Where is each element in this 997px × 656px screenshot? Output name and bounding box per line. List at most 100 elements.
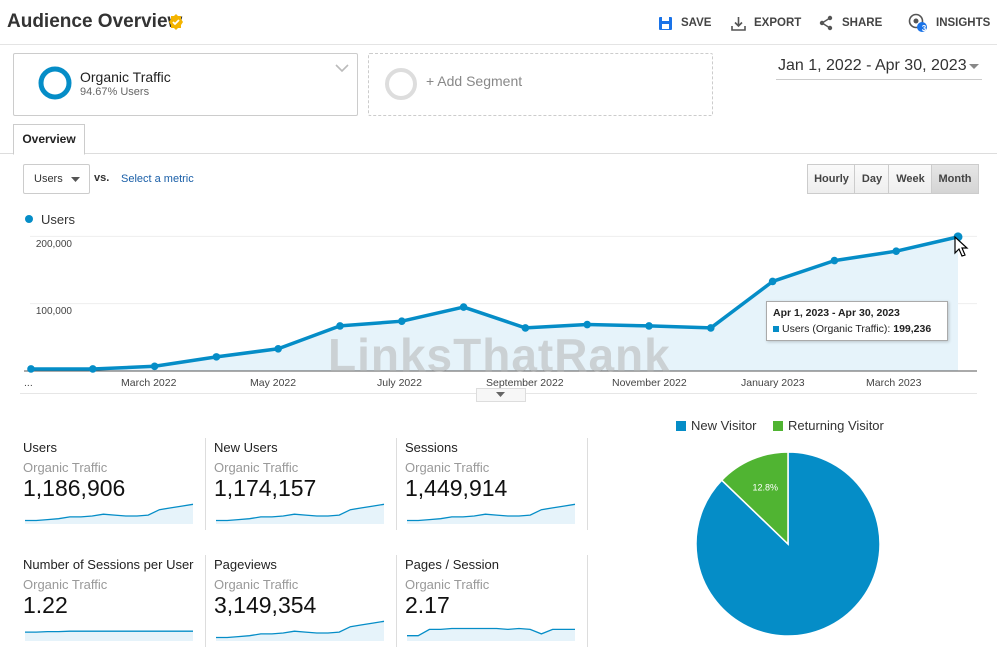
granularity-week-button[interactable]: Week — [888, 164, 933, 194]
verified-badge-icon — [169, 14, 183, 30]
metric-segment: Organic Traffic — [214, 460, 299, 475]
mouse-cursor-icon — [954, 236, 969, 257]
tooltip-value: 199,236 — [893, 323, 932, 335]
tab-overview[interactable]: Overview — [13, 124, 85, 155]
x-tick-label: January 2023 — [741, 377, 805, 389]
users-data-point — [89, 365, 97, 373]
metric-sparkline — [216, 620, 385, 641]
export-icon — [731, 16, 746, 31]
chart-tooltip: Apr 1, 2023 - Apr 30, 2023 Users (Organi… — [766, 301, 948, 341]
date-range-picker[interactable]: Jan 1, 2022 - Apr 30, 2023 — [778, 57, 967, 74]
returning-visitor-percent-label: 12.8% — [753, 483, 779, 493]
visitor-pie-chart[interactable]: 87.2% 12.8% — [690, 446, 886, 642]
metric-label: Pages / Session — [405, 557, 499, 572]
x-tick-label: July 2022 — [377, 377, 422, 389]
tooltip-series-label: Users (Organic Traffic): — [782, 323, 891, 335]
granularity-day-button[interactable]: Day — [854, 164, 890, 194]
metric-segment: Organic Traffic — [214, 577, 299, 592]
users-data-point — [583, 320, 591, 329]
sparkline-line — [407, 627, 575, 637]
metric-sparkline — [216, 503, 385, 524]
insights-label: INSIGHTS — [936, 17, 991, 29]
add-segment-circle-icon — [385, 68, 417, 100]
users-legend-dot — [25, 215, 33, 223]
insights-icon — [908, 13, 927, 32]
metric-value: 1,174,157 — [214, 475, 317, 501]
tab-baseline — [0, 153, 997, 154]
sparkline-line — [407, 503, 576, 522]
new-visitor-legend-label: New Visitor — [691, 418, 757, 433]
share-button[interactable]: SHARE — [818, 14, 882, 32]
returning-visitor-legend-label: Returning Visitor — [788, 418, 884, 433]
segment-card[interactable] — [13, 53, 358, 116]
sparkline-area — [216, 504, 384, 524]
granularity-hourly-button[interactable]: Hourly — [807, 164, 856, 194]
page-title: Audience Overview — [7, 11, 183, 32]
export-label: EXPORT — [754, 17, 802, 29]
x-tick-label: March 2022 — [121, 377, 177, 389]
metric-divider — [205, 555, 206, 647]
metric-label: Number of Sessions per User — [23, 557, 194, 572]
tooltip-series-swatch — [773, 326, 779, 333]
x-tick-label: March 2023 — [866, 377, 922, 389]
users-data-point — [336, 322, 344, 330]
sparkline-area — [407, 628, 575, 641]
users-data-point — [892, 247, 900, 255]
watermark: LinksThatRank — [328, 329, 671, 381]
add-segment-label[interactable]: + Add Segment — [426, 73, 523, 89]
metric-value: 2.17 — [405, 592, 450, 618]
vs-label: vs. — [94, 172, 110, 184]
metric-label: Sessions — [405, 440, 458, 455]
metric-value: 1,186,906 — [23, 475, 126, 501]
chevron-down-icon — [71, 177, 80, 182]
metric-sparkline — [407, 627, 575, 641]
date-dropdown-arrow-icon[interactable] — [968, 63, 980, 71]
granularity-month-button[interactable]: Month — [931, 164, 979, 194]
insights-button[interactable]: INSIGHTS — [908, 13, 991, 32]
metric-card[interactable]: Sessions Organic Traffic 1,449,914 — [405, 440, 585, 532]
metric-segment: Organic Traffic — [405, 577, 490, 592]
users-data-point — [521, 324, 530, 332]
tooltip-title: Apr 1, 2023 - Apr 30, 2023 — [773, 307, 900, 319]
metric-card[interactable]: Users Organic Traffic 1,186,906 — [23, 440, 203, 532]
metric-label: Users — [23, 440, 57, 455]
users-data-point — [459, 303, 468, 311]
metric-divider — [587, 438, 588, 530]
metric-segment: Organic Traffic — [23, 577, 108, 592]
sparkline-area — [216, 621, 384, 641]
sparkline-area — [25, 504, 193, 524]
users-data-point — [27, 365, 35, 373]
export-button[interactable]: EXPORT — [731, 14, 801, 32]
metric-value: 1.22 — [23, 592, 68, 618]
insights-count-badge: 3 — [921, 24, 927, 33]
save-button[interactable]: SAVE — [658, 14, 711, 32]
new-visitor-percent-label: 87.2% — [828, 639, 854, 642]
segment-name: Organic Traffic — [80, 69, 171, 85]
metric-segment: Organic Traffic — [405, 460, 490, 475]
metric-value: 3,149,354 — [214, 592, 317, 618]
save-icon — [659, 16, 672, 30]
returning-visitor-slice — [720, 451, 789, 546]
metric-card[interactable]: New Users Organic Traffic 1,174,157 — [214, 440, 394, 532]
share-icon — [819, 15, 833, 31]
share-label: SHARE — [842, 17, 883, 29]
metric-sparkline — [407, 503, 576, 524]
select-metric-link[interactable]: Select a metric — [121, 173, 194, 185]
metric-card[interactable]: Pageviews Organic Traffic 3,149,354 — [214, 557, 394, 649]
sparkline-line — [216, 503, 385, 522]
returning-visitor-legend-swatch — [773, 421, 783, 431]
users-data-point — [398, 317, 406, 325]
users-legend-label: Users — [41, 212, 75, 227]
metric-sparkline — [25, 503, 194, 524]
metric-card[interactable]: Number of Sessions per User Organic Traff… — [23, 557, 203, 649]
metric-value: 1,449,914 — [405, 475, 508, 501]
chart-collapse-handle[interactable] — [476, 388, 526, 402]
metric-card[interactable]: Pages / Session Organic Traffic 2.17 — [405, 557, 585, 649]
add-segment-card[interactable] — [368, 53, 713, 116]
users-data-point — [645, 322, 653, 330]
metric-dropdown[interactable]: Users — [23, 164, 90, 194]
x-tick-label: ... — [24, 377, 33, 389]
x-tick-label: November 2022 — [612, 377, 687, 389]
segment-chevron-down-icon[interactable] — [335, 63, 349, 73]
metric-divider — [396, 438, 397, 530]
